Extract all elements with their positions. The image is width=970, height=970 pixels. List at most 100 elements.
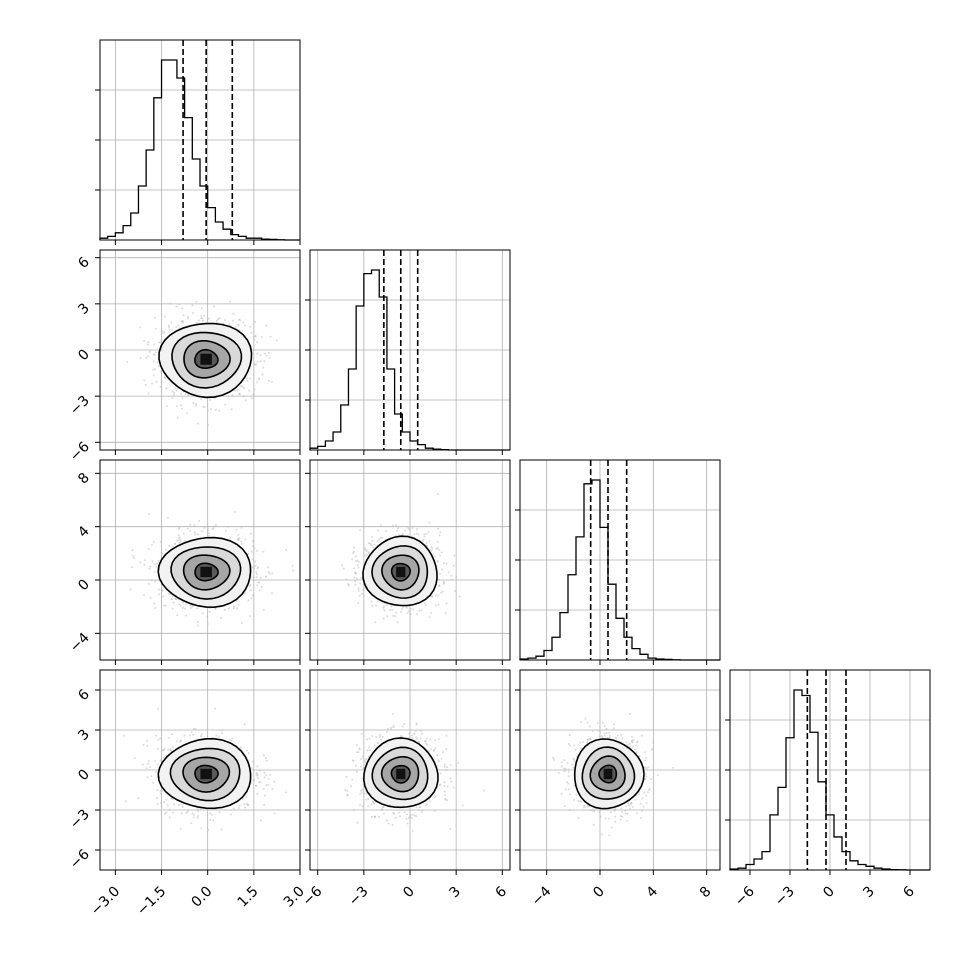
scatter-point [171, 745, 174, 748]
scatter-point [227, 607, 230, 610]
scatter-point [202, 405, 205, 408]
scatter-point [408, 610, 411, 613]
scatter-point [240, 746, 243, 749]
scatter-point [169, 302, 172, 305]
scatter-point [166, 804, 169, 807]
scatter-point [189, 606, 192, 609]
scatter-point [200, 530, 203, 533]
scatter-point [253, 565, 256, 568]
scatter-point [403, 811, 406, 814]
scatter-point [360, 732, 363, 735]
scatter-point [146, 343, 149, 346]
scatter-point [443, 765, 446, 768]
scatter-point [154, 734, 157, 737]
scatter-point [171, 396, 174, 399]
scatter-point [153, 368, 156, 371]
contour-line [381, 554, 420, 591]
scatter-point [262, 608, 265, 611]
scatter-point [389, 609, 392, 612]
x-tick-label: −3.0 [88, 884, 123, 919]
histogram-step [519, 479, 720, 661]
scatter-panel-2-1 [305, 459, 511, 665]
scatter-point [406, 822, 409, 825]
scatter-point [166, 516, 169, 519]
scatter-point [153, 563, 156, 566]
scatter-point [383, 609, 386, 612]
scatter-point [191, 304, 194, 307]
scatter-point [162, 595, 165, 598]
scatter-point [255, 571, 258, 574]
scatter-point [171, 390, 174, 393]
scatter-point [160, 805, 163, 808]
scatter-point [411, 526, 414, 529]
contour-line [157, 536, 252, 608]
scatter-point [239, 319, 242, 322]
scatter-point [354, 579, 357, 582]
scatter-point [241, 798, 244, 801]
scatter-point [178, 603, 181, 606]
scatter-point [175, 305, 178, 308]
scatter-point [185, 614, 188, 617]
scatter-point [170, 797, 173, 800]
scatter-point [244, 538, 247, 541]
y-tick-label: 4 [75, 523, 93, 541]
scatter-point [244, 399, 247, 402]
scatter-point [370, 600, 373, 603]
scatter-point [371, 535, 374, 538]
scatter-panel-3-1: −6 −3 0 3 6 [300, 669, 511, 909]
scatter-point [163, 315, 166, 318]
scatter-point [285, 791, 288, 794]
scatter-point [154, 771, 157, 774]
scatter-point [215, 319, 218, 322]
scatter-point [236, 538, 239, 541]
scatter-point [436, 540, 439, 543]
scatter-point [231, 394, 234, 397]
scatter-point [447, 571, 450, 574]
scatter-point [154, 607, 157, 610]
scatter-point [434, 594, 437, 597]
scatter-point [270, 380, 273, 383]
scatter-point [123, 734, 126, 737]
scatter-point [438, 554, 441, 557]
scatter-point [171, 733, 174, 736]
scatter-point [285, 549, 288, 552]
scatter-point [182, 532, 185, 535]
scatter-point [423, 601, 426, 604]
scatter-point [157, 365, 160, 368]
scatter-point [165, 811, 168, 814]
scatter-point [267, 783, 270, 786]
scatter-point [215, 734, 218, 737]
scatter-point [391, 712, 394, 715]
scatter-point [428, 616, 431, 619]
scatter-point [147, 762, 150, 765]
scatter-point [250, 331, 253, 334]
scatter-point [171, 545, 174, 548]
scatter-point [253, 363, 256, 366]
scatter-point [139, 357, 142, 360]
scatter-point [214, 524, 217, 527]
scatter-point [359, 582, 362, 585]
scatter-point [252, 373, 255, 376]
scatter-point [440, 551, 443, 554]
scatter-point [152, 368, 155, 371]
scatter-point [232, 312, 235, 315]
scatter-point [236, 389, 239, 392]
scatter-point [207, 317, 210, 320]
scatter-point [420, 609, 423, 612]
scatter-point [199, 735, 202, 738]
scatter-point [434, 555, 437, 558]
scatter-point [230, 408, 233, 411]
scatter-point [273, 812, 276, 815]
scatter-point [223, 608, 226, 611]
scatter-point [370, 544, 373, 547]
scatter-point [211, 813, 214, 816]
scatter-point [147, 340, 150, 343]
scatter-point [224, 529, 227, 532]
scatter-point [434, 604, 437, 607]
scatter-point [181, 805, 184, 808]
scatter-point [159, 737, 162, 740]
scatter-point [251, 760, 254, 763]
scatter-point [409, 613, 412, 616]
scatter-point [207, 532, 210, 535]
scatter-point [437, 594, 440, 597]
